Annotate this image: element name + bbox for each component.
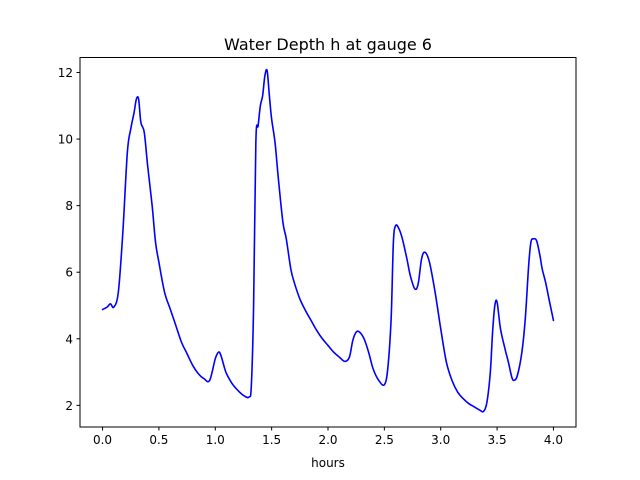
x-tick-label: 2.5: [375, 433, 394, 447]
y-tick-label: 8: [65, 199, 73, 213]
x-tick-label: 3.5: [488, 433, 507, 447]
chart-title: Water Depth h at gauge 6: [224, 35, 432, 54]
x-axis: 0.0 0.5 1.0 1.5 2.0 2.5 3.0 3.5 4.0: [93, 427, 563, 447]
y-tick-label: 10: [58, 133, 73, 147]
y-tick-label: 4: [65, 332, 73, 346]
x-tick-label: 4.0: [544, 433, 563, 447]
y-tick-label: 12: [58, 66, 73, 80]
series-layer: [101, 68, 555, 413]
axes-frame: [79, 57, 577, 428]
x-tick-label: 0.0: [93, 433, 112, 447]
y-tick-label: 2: [65, 399, 73, 413]
x-tick-label: 1.0: [206, 433, 225, 447]
y-axis: 2 4 6 8 10 12: [58, 66, 80, 413]
x-tick-label: 0.5: [149, 433, 168, 447]
x-tick-label: 1.5: [262, 433, 281, 447]
y-tick-label: 6: [65, 266, 73, 280]
plot-area: [79, 57, 577, 428]
x-axis-label: hours: [311, 456, 345, 470]
x-tick-label: 3.0: [431, 433, 450, 447]
x-tick-label: 2.0: [318, 433, 337, 447]
series-line-0: [101, 68, 555, 413]
